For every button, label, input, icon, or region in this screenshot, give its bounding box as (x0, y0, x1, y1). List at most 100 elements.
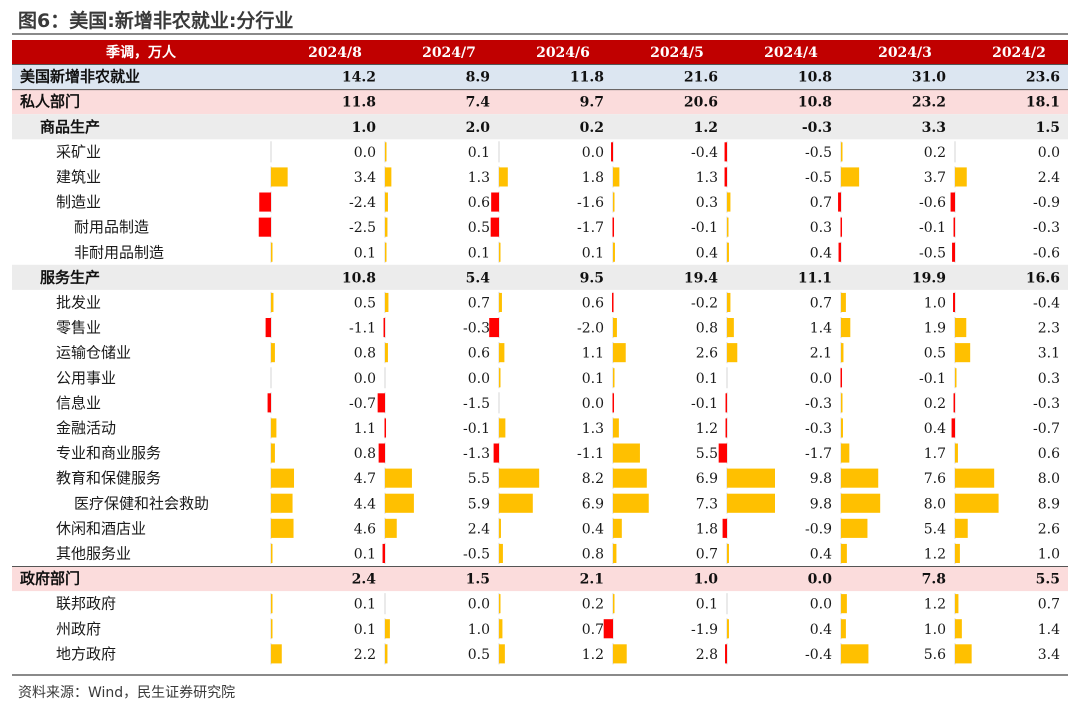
data-value-label: 0.1 (468, 145, 490, 161)
data-bar (613, 518, 622, 538)
data-value-label: 1.0 (924, 622, 946, 638)
header-month-label: 2024/4 (764, 45, 818, 61)
data-value-label: 14.2 (342, 70, 376, 86)
data-bar (613, 167, 620, 187)
data-value-label: 1.1 (582, 346, 604, 362)
data-bar (955, 468, 995, 488)
data-value-label: 1.4 (1038, 622, 1060, 638)
data-value-label: -1.7 (805, 446, 832, 462)
data-bar (725, 418, 728, 438)
data-bar (841, 142, 843, 162)
header-month-label: 2024/8 (308, 45, 362, 61)
data-bar (613, 192, 615, 212)
data-value-label: 0.7 (810, 295, 832, 311)
data-value-label: 0.1 (354, 546, 376, 562)
header-month-label: 2024/7 (422, 45, 476, 61)
data-bar (727, 343, 738, 363)
data-value-label: 0.1 (354, 597, 376, 613)
header-unit-label: 季调，万人 (105, 44, 177, 61)
data-bar (385, 167, 392, 187)
data-value-label: 23.2 (912, 95, 946, 111)
data-bar (385, 192, 388, 212)
data-bar (382, 543, 385, 563)
row-label: 耐用品制造 (74, 218, 149, 236)
row-label: 服务生产 (40, 268, 100, 286)
data-value-label: 2.4 (468, 521, 490, 537)
data-bar (499, 518, 501, 538)
data-value-label: 0.1 (696, 371, 718, 387)
data-value-label: -1.5 (463, 396, 490, 412)
data-bar (841, 468, 879, 488)
data-value-label: -0.2 (691, 295, 718, 311)
data-value-label: 1.1 (354, 421, 376, 437)
data-value-label: 0.4 (924, 421, 946, 437)
header-month-label: 2024/3 (878, 45, 932, 61)
data-bar (955, 167, 967, 187)
data-value-label: -0.5 (463, 546, 490, 562)
data-bar (613, 343, 626, 363)
row-label: 建筑业 (56, 168, 101, 186)
data-bar (271, 493, 293, 513)
data-value-label: 1.8 (582, 170, 604, 186)
data-value-label: 0.1 (696, 597, 718, 613)
data-bar (271, 443, 275, 463)
data-value-label: 0.0 (582, 396, 604, 412)
data-value-label: 0.2 (924, 145, 946, 161)
data-value-label: 7.3 (696, 496, 718, 512)
data-bar (493, 443, 499, 463)
data-bar (724, 142, 727, 162)
data-value-label: -0.4 (805, 647, 832, 663)
data-value-label: 1.5 (1036, 120, 1060, 136)
data-value-label: 7.8 (922, 572, 946, 588)
row-background (12, 114, 1068, 140)
row-label: 专业和商业服务 (56, 444, 161, 462)
row-background (12, 566, 1068, 592)
data-value-label: 0.5 (924, 346, 946, 362)
data-value-label: 0.7 (1038, 597, 1060, 613)
bottom-divider (12, 674, 1068, 676)
data-bar (838, 192, 841, 212)
data-value-label: 2.4 (1038, 170, 1060, 186)
data-value-label: 0.1 (582, 371, 604, 387)
data-value-label: 0.4 (582, 521, 604, 537)
data-bar (955, 443, 958, 463)
data-value-label: 11.1 (798, 270, 832, 286)
data-bar (955, 619, 962, 639)
data-value-label: -0.4 (691, 145, 718, 161)
data-value-label: -0.7 (1033, 421, 1060, 437)
data-bar (271, 343, 275, 363)
data-value-label: 0.6 (582, 295, 604, 311)
data-bar (271, 518, 294, 538)
data-value-label: 0.2 (582, 597, 604, 613)
data-value-label: -0.3 (802, 120, 832, 136)
data-value-label: -0.4 (1033, 295, 1060, 311)
data-bar (953, 217, 956, 237)
data-bar (724, 167, 727, 187)
data-bar (384, 418, 387, 438)
data-value-label: 1.2 (582, 647, 604, 663)
data-bar (613, 368, 615, 388)
data-value-label: 1.8 (696, 521, 718, 537)
data-value-label: -0.6 (1033, 245, 1060, 261)
row-label: 州政府 (56, 620, 101, 638)
data-value-label: 1.2 (694, 120, 718, 136)
data-value-label: 2.0 (466, 120, 491, 136)
data-value-label: 0.4 (810, 546, 832, 562)
data-value-label: 1.0 (468, 622, 490, 638)
data-bar (725, 644, 727, 664)
data-bar (377, 393, 385, 413)
data-value-label: 8.9 (466, 70, 490, 86)
data-bar (955, 644, 972, 664)
data-value-label: 1.0 (352, 120, 377, 136)
data-value-label: 9.5 (580, 270, 604, 286)
data-value-label: 5.5 (696, 446, 718, 462)
data-value-label: 5.5 (1036, 572, 1060, 588)
data-bar (951, 418, 955, 438)
data-value-label: -1.6 (577, 195, 604, 211)
data-bar (612, 292, 614, 312)
data-bar (613, 644, 627, 664)
data-value-label: 19.4 (684, 270, 718, 286)
data-value-label: 5.6 (924, 647, 946, 663)
data-value-label: 0.3 (810, 220, 832, 236)
data-value-label: -2.4 (349, 195, 376, 211)
